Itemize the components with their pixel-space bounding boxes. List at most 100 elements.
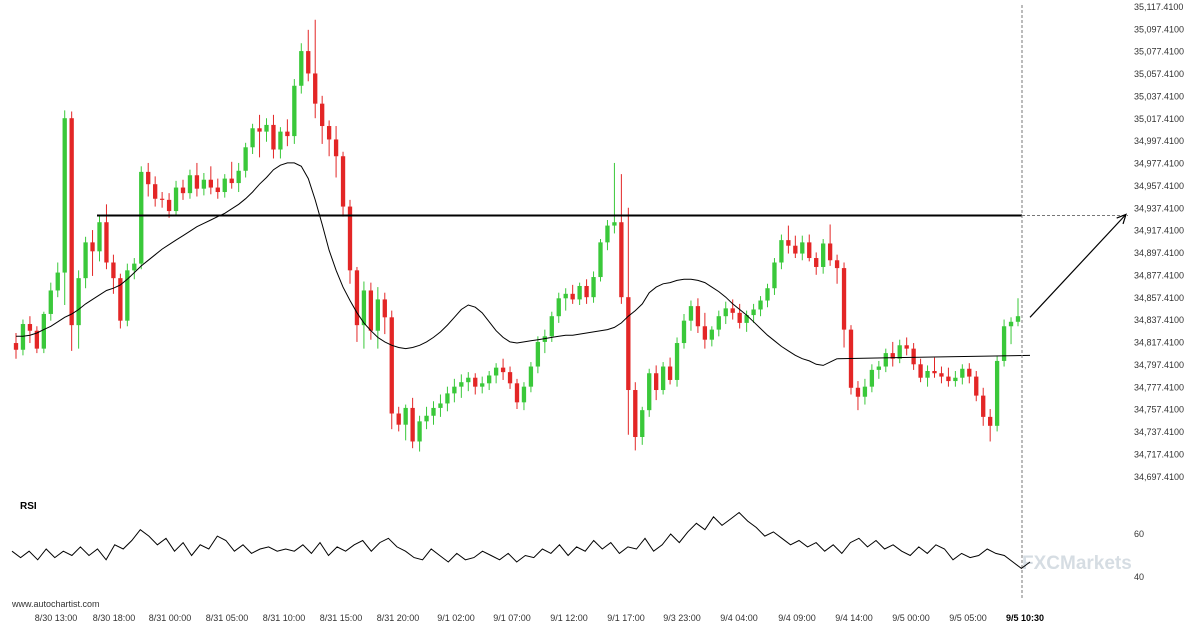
candle-body: [821, 243, 826, 267]
candle-body: [709, 329, 714, 340]
rsi-line: [11, 511, 1031, 570]
candle-body: [549, 316, 554, 337]
candle-body: [257, 128, 262, 132]
x-tick-label: 8/31 10:00: [263, 613, 306, 623]
candle-body: [779, 240, 784, 263]
candle-body: [765, 288, 770, 301]
x-tick-label: 8/31 15:00: [320, 613, 363, 623]
y-tick-label: 34,937.4100: [1134, 203, 1184, 213]
candle-body: [382, 299, 387, 318]
candle-body: [932, 371, 937, 374]
candle-body: [368, 290, 374, 331]
candle-body: [633, 390, 638, 438]
x-tick-label: 9/3 23:00: [663, 613, 701, 623]
candle-body: [535, 341, 541, 367]
x-tick-label: 9/4 04:00: [720, 613, 758, 623]
ma-line-end: [837, 354, 1031, 360]
rsi-tick-label: 40: [1134, 572, 1144, 582]
candles: [13, 19, 1021, 452]
candle-body: [27, 324, 33, 331]
candle-body: [994, 360, 1000, 426]
y-tick-label: 35,077.4100: [1134, 47, 1184, 57]
candle-body: [654, 373, 659, 391]
y-tick-label: 35,117.4100: [1134, 2, 1183, 12]
candle-body: [716, 316, 721, 330]
candle-body: [591, 277, 596, 298]
x-tick-label: 9/5 00:00: [892, 613, 930, 623]
candle-body: [688, 306, 694, 321]
candle-body: [320, 103, 325, 127]
svg-text:FXCMarkets: FXCMarkets: [1022, 553, 1132, 574]
candle-body: [925, 371, 930, 378]
candle-body: [292, 85, 297, 137]
rsi-tick-label: 60: [1134, 529, 1144, 539]
candle-body: [960, 368, 965, 378]
candle-body: [862, 386, 868, 397]
candle-body: [946, 376, 951, 382]
candle-body: [827, 243, 833, 261]
x-tick-label: 8/30 13:00: [35, 613, 78, 623]
x-tick-label: 8/30 18:00: [93, 613, 136, 623]
candle-body: [758, 300, 763, 310]
y-tick-label: 34,997.4100: [1134, 136, 1184, 146]
candle-body: [438, 403, 443, 408]
candle-body: [507, 372, 513, 384]
x-tick-label: 8/31 05:00: [206, 613, 249, 623]
candle-body: [139, 171, 144, 264]
y-axis: 35,117.4100 35,097.4100 35,077.4100 35,057.…: [1134, 2, 1184, 482]
candle-body: [918, 364, 923, 378]
candle-body: [118, 278, 123, 321]
overlays: [97, 5, 1128, 600]
candle-body: [563, 293, 568, 299]
x-axis: 8/30 13:00 8/30 18:00 8/31 00:00 8/31 05:00…: [35, 613, 1044, 623]
candle-body: [876, 366, 881, 370]
candle-body: [528, 366, 534, 387]
x-tick-label: 9/5 05:00: [949, 613, 987, 623]
candle-body: [417, 421, 422, 442]
candle-body: [173, 187, 179, 212]
candle-body: [166, 199, 172, 212]
y-tick-label: 34,977.4100: [1134, 159, 1184, 169]
candle-body: [340, 156, 346, 207]
x-tick-label: 9/1 17:00: [607, 613, 645, 623]
candle-body: [570, 293, 575, 300]
candle-body: [132, 263, 137, 271]
candle-body: [375, 299, 380, 331]
candle-body: [285, 131, 290, 137]
candle-body: [111, 262, 116, 279]
candle-body: [194, 175, 200, 189]
candle-body: [1015, 316, 1021, 322]
candle-body: [215, 187, 220, 193]
candle-body: [222, 178, 227, 193]
candle-body: [869, 369, 875, 387]
candle-body: [250, 128, 255, 148]
y-tick-label: 35,097.4100: [1134, 24, 1184, 34]
candle-body: [361, 290, 367, 326]
candle-body: [702, 326, 708, 340]
candle-body: [667, 366, 673, 380]
y-tick-label: 35,037.4100: [1134, 91, 1184, 101]
y-tick-label: 34,697.4100: [1134, 472, 1184, 482]
candle-body: [939, 373, 944, 377]
candle-body: [313, 73, 318, 104]
candle-body: [493, 367, 499, 376]
x-tick-label: 9/1 07:00: [493, 613, 531, 623]
forecast-arrow-head: [1116, 213, 1127, 225]
candle-body: [674, 343, 680, 380]
candle-body: [125, 270, 130, 321]
y-tick-label: 34,857.4100: [1134, 293, 1184, 303]
candle-body: [466, 377, 471, 383]
candle-body: [83, 242, 88, 279]
candle-body: [326, 126, 332, 140]
candle-body: [605, 225, 610, 243]
y-tick-label: 34,917.4100: [1134, 226, 1184, 236]
candle-body: [890, 353, 895, 359]
candle-body: [389, 317, 394, 414]
x-tick-label: 9/5 10:30: [1006, 613, 1044, 623]
candle-body: [299, 51, 304, 86]
rsi-panel: RSI 60 40: [11, 501, 1144, 582]
candle-body: [180, 187, 186, 194]
candle-body: [834, 260, 840, 269]
candle-body: [855, 387, 861, 397]
